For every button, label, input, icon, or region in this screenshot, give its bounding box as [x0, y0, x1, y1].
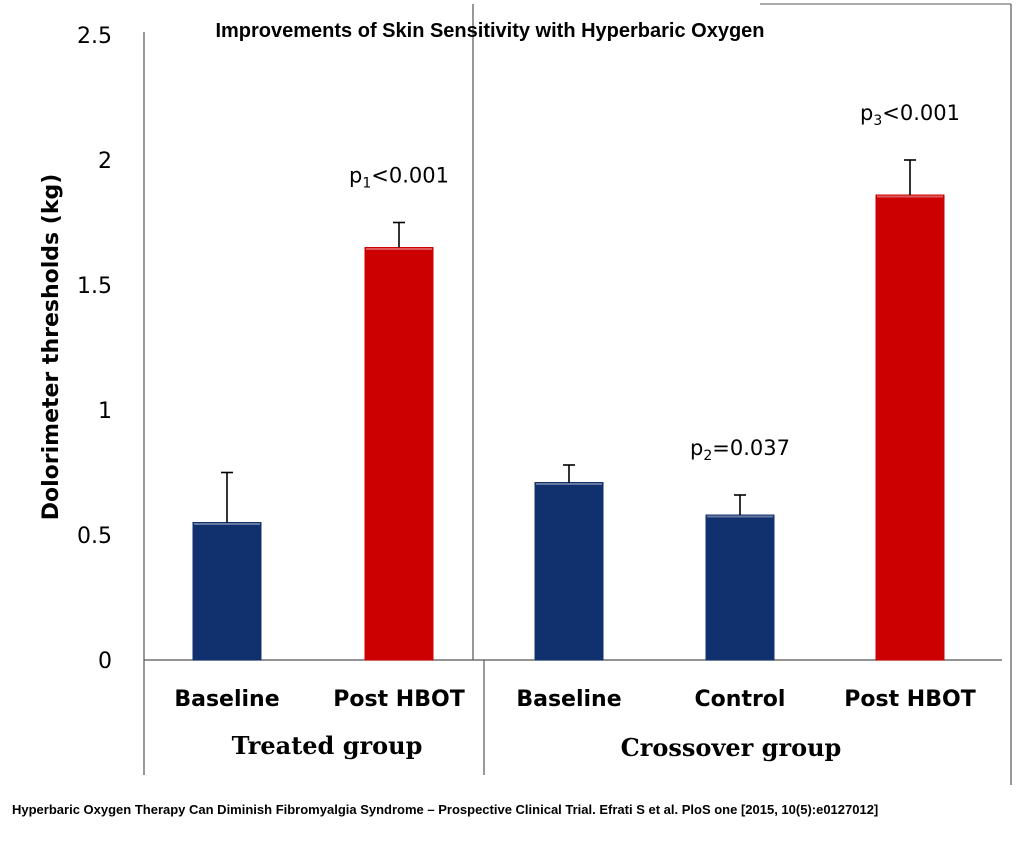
y-tick-label: 1.5 [77, 274, 112, 299]
y-tick-label: 1 [98, 399, 112, 424]
footer-citation: Hyperbaric Oxygen Therapy Can Diminish F… [12, 802, 878, 817]
annotations: p1<0.001 p2=0.037 p3<0.001 [349, 101, 960, 464]
category-label: Post HBOT [844, 687, 975, 712]
category-labels: Baseline Post HBOT Baseline Control Post… [174, 687, 975, 712]
y-tick-labels: 0 0.5 1 1.5 2 2.5 [77, 24, 112, 674]
group-label-treated: Treated group [232, 731, 423, 760]
y-tick-label: 2 [98, 149, 112, 174]
p-value-annotation: p2=0.037 [690, 436, 790, 464]
y-tick-label: 0 [98, 649, 112, 674]
y-tick-label: 0.5 [77, 524, 112, 549]
category-label: Control [695, 687, 786, 712]
category-label: Baseline [516, 687, 621, 712]
bar [534, 482, 604, 661]
y-tick-label: 2.5 [77, 24, 112, 49]
p-value-annotation: p3<0.001 [860, 101, 960, 129]
bar [875, 194, 945, 661]
bars [192, 159, 945, 661]
chart-title: Improvements of Skin Sensitivity with Hy… [215, 20, 764, 42]
bar [705, 514, 775, 661]
category-label: Post HBOT [333, 687, 464, 712]
bar [192, 522, 262, 661]
bar [364, 247, 434, 661]
group-label-crossover: Crossover group [621, 733, 842, 762]
y-axis-label: Dolorimeter thresholds (kg) [39, 174, 64, 521]
category-label: Baseline [174, 687, 279, 712]
p-value-annotation: p1<0.001 [349, 164, 449, 192]
